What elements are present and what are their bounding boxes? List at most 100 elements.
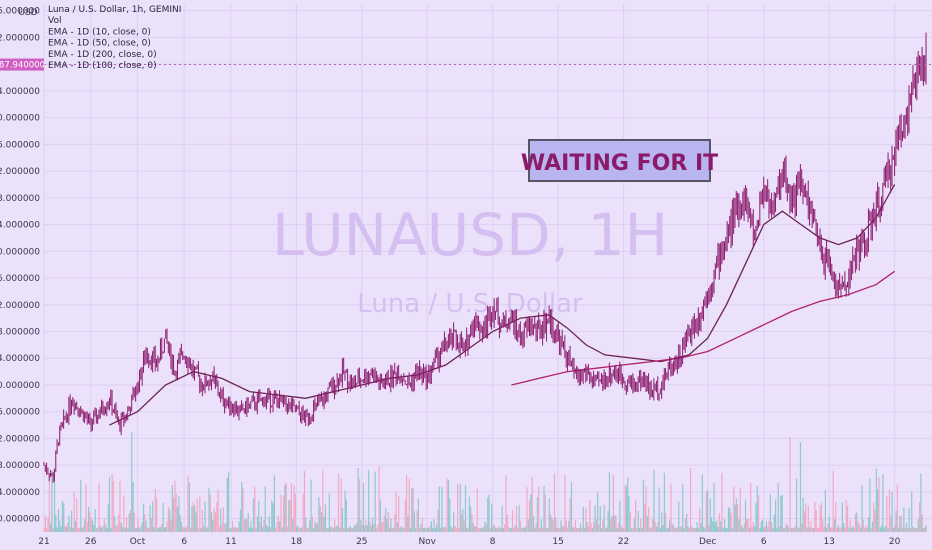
volume-bar: [686, 513, 688, 532]
volume-bar: [692, 527, 694, 532]
volume-bar: [57, 509, 60, 532]
volume-bar: [617, 522, 620, 532]
volume-bar: [799, 442, 802, 532]
volume-bar: [203, 526, 205, 532]
volume-bar: [111, 474, 113, 532]
volume-bar: [669, 520, 671, 532]
volume-bar: [881, 525, 883, 532]
volume-bar: [566, 527, 569, 532]
y-tick-label: 80.000000: [0, 114, 40, 124]
volume-bar: [780, 495, 782, 532]
volume-bar: [678, 501, 680, 532]
volume-bar: [458, 527, 460, 532]
volume-bar: [747, 518, 749, 532]
volume-bar: [688, 527, 690, 532]
volume-bar: [159, 527, 162, 532]
volume-bar: [357, 467, 359, 532]
volume-bar: [275, 527, 277, 532]
volume-bar: [483, 526, 485, 532]
volume-bar: [918, 501, 921, 532]
volume-bar: [697, 527, 700, 532]
price-axis[interactable]: 96.00000092.00000088.00000084.00000080.0…: [0, 7, 40, 525]
volume-bar: [888, 489, 891, 532]
volume-bar: [710, 517, 713, 532]
volume-bar: [144, 514, 146, 532]
volume-bar: [616, 527, 618, 532]
volume-bar: [565, 520, 567, 532]
volume-bar: [530, 493, 532, 532]
volume-bar: [676, 527, 679, 532]
volume-bar: [797, 527, 799, 532]
annotation-box-bg: [528, 139, 711, 182]
volume-bar: [751, 526, 753, 532]
volume-bar: [667, 527, 669, 532]
volume-bar: [606, 527, 608, 532]
volume-bar: [680, 526, 683, 532]
volume-bar: [895, 510, 897, 532]
volume-bar: [289, 499, 291, 532]
volume-bar: [807, 505, 809, 532]
volume-bar: [208, 487, 210, 532]
volume-bar: [672, 525, 675, 532]
volume-bar: [917, 519, 919, 532]
volume-bar: [831, 527, 833, 532]
volume-bar: [279, 521, 281, 532]
volume-bar: [64, 525, 66, 532]
volume-bar: [309, 520, 311, 532]
volume-bar: [334, 519, 336, 532]
volume-bar: [213, 508, 215, 532]
volume-bar: [578, 527, 580, 532]
y-tick-label: 28.000000: [0, 461, 40, 471]
volume-bar: [729, 508, 731, 532]
volume-bar: [429, 525, 431, 532]
time-axis[interactable]: 21 26 Oct 6 11 18 25 Nov 8 15 22 Dec 6 13 20: [38, 537, 900, 547]
volume-bar: [615, 515, 617, 532]
volume-bar: [650, 527, 652, 532]
volume-bar: [173, 497, 175, 532]
y-tick-label: 64.000000: [0, 221, 40, 231]
volume-bar: [572, 527, 574, 532]
volume-bar: [302, 493, 304, 532]
volume-bar: [299, 527, 302, 532]
volume-bar: [298, 527, 300, 532]
volume-bar: [502, 527, 505, 532]
volume-bar: [853, 527, 855, 532]
volume-bar: [200, 527, 202, 532]
volume-bar: [187, 475, 189, 532]
volume-bar: [532, 516, 535, 532]
volume-bar: [691, 526, 693, 532]
volume-bar: [501, 505, 503, 532]
volume-bar: [900, 516, 902, 532]
volume-bar: [481, 527, 484, 532]
volume-bar: [777, 483, 779, 532]
volume-bar: [150, 518, 153, 532]
volume-bar: [620, 525, 622, 532]
volume-bar: [892, 527, 895, 532]
volume-bar: [784, 527, 786, 532]
x-tick-label: 18: [291, 537, 303, 547]
volume-bar: [305, 517, 307, 532]
volume-bar: [786, 524, 789, 532]
volume-bar: [231, 521, 234, 532]
volume-bar: [539, 527, 541, 532]
volume-bar: [297, 525, 299, 532]
volume-bar: [405, 475, 408, 532]
volume-bar: [743, 523, 745, 532]
legend-item: EMA - 1D (50, close, 0): [48, 39, 151, 49]
volume-bar: [339, 527, 341, 532]
volume-bar: [128, 513, 130, 532]
volume-bar: [228, 472, 230, 532]
volume-bar: [531, 476, 533, 532]
volume-bar: [73, 492, 75, 532]
volume-bar: [823, 526, 825, 532]
volume-bar: [679, 526, 681, 532]
volume-bar: [744, 500, 747, 532]
volume-bar: [205, 527, 207, 532]
volume-bar: [180, 521, 183, 532]
volume-bar: [795, 478, 798, 532]
volume-bar: [858, 524, 860, 532]
volume-bar: [504, 524, 506, 532]
volume-bar: [60, 526, 62, 532]
volume-bar: [665, 512, 667, 532]
